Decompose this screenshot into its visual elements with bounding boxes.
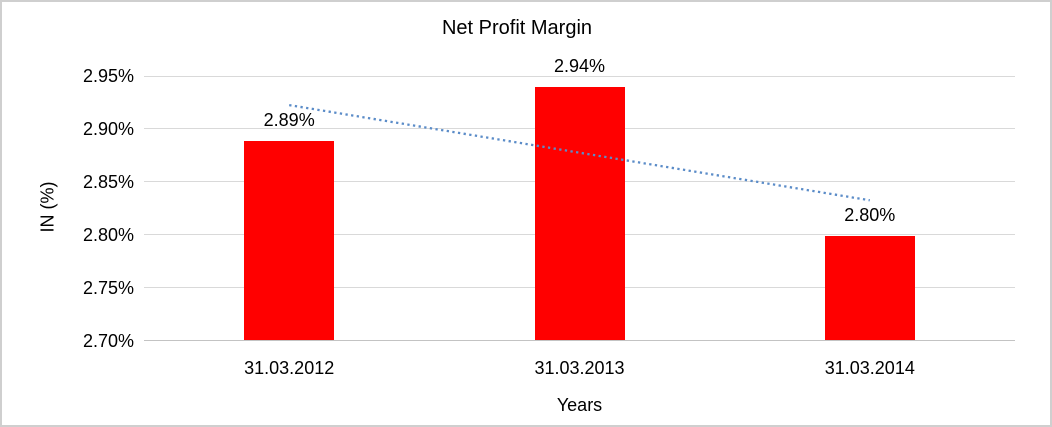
chart-title: Net Profit Margin [441,17,593,39]
bar-data-label: 2.89% [263,110,315,131]
bar-data-label: 2.80% [844,205,896,226]
x-tick-label: 31.03.2012 [244,358,335,378]
y-tick-label: 2.85% [82,171,134,192]
y-tick-label: 2.90% [82,118,134,139]
y-tick-label: 2.75% [82,277,134,298]
y-tick-label: 2.95% [82,66,134,86]
x-tick-label: 31.03.2014 [824,358,915,378]
x-axis-line [144,340,1015,341]
bar-31.03.2014 [824,236,915,340]
bar-31.03.2013 [534,87,625,340]
x-axis-title: Years [556,395,603,415]
y-tick-label: 2.80% [82,224,134,245]
gridline [144,76,1015,77]
bar-data-label: 2.94% [553,56,606,77]
x-tick-label: 31.03.2013 [534,358,625,378]
y-tick-label: 2.70% [82,330,134,351]
bar-31.03.2012 [244,141,335,340]
